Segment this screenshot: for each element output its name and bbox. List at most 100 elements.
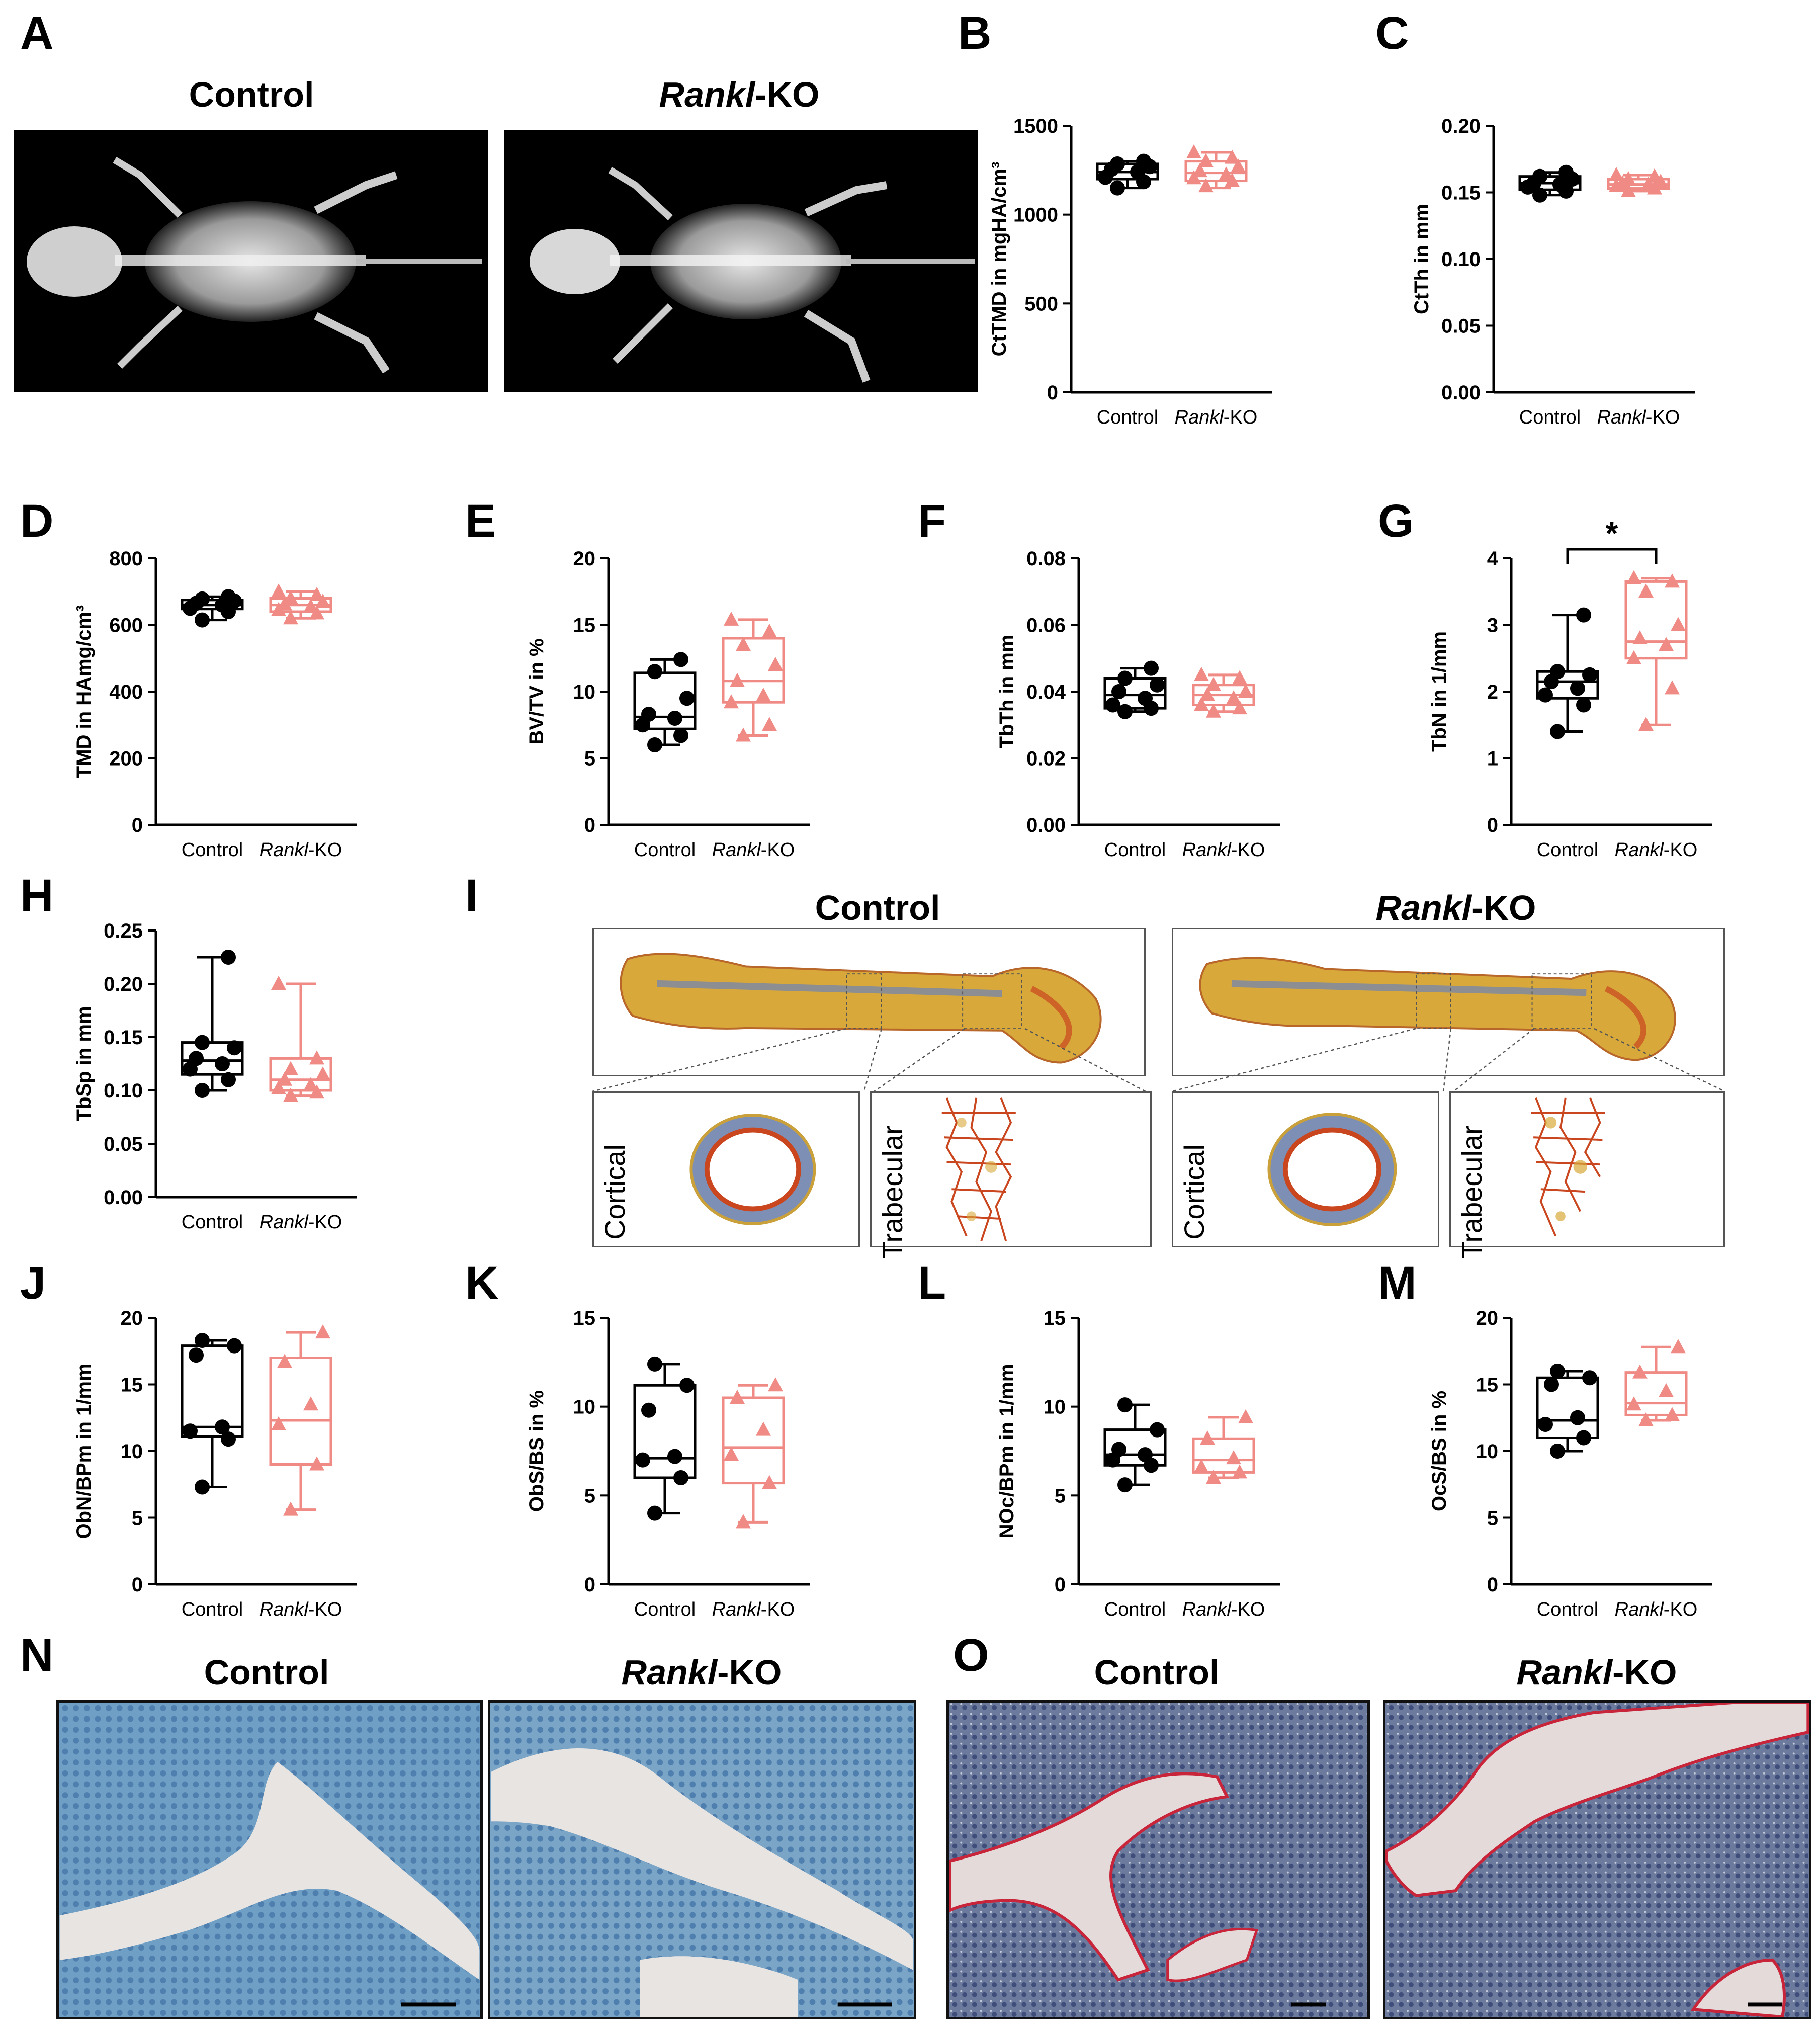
data-point	[1232, 670, 1247, 685]
y-tick-label: 15	[1476, 1374, 1499, 1396]
data-point	[271, 976, 286, 990]
x-tick-label: Rankl-KO	[1175, 407, 1258, 428]
inset-cortical-control	[592, 1091, 860, 1247]
box	[1184, 160, 1248, 183]
data-point	[195, 1083, 210, 1098]
panel-letter-e: E	[465, 495, 496, 547]
x-tick-label: Control	[1104, 839, 1166, 861]
data-point	[1532, 187, 1547, 203]
data-point	[1641, 176, 1656, 191]
y-tick-label: 5	[584, 1485, 595, 1507]
data-point	[1558, 164, 1574, 180]
box	[1536, 1376, 1599, 1439]
data-point	[189, 1051, 204, 1066]
y-tick-label: 0.05	[1441, 315, 1481, 337]
data-point	[1550, 724, 1565, 739]
data-point	[1665, 1407, 1680, 1421]
inset-label-trabecular-rankl: Trabecular	[1456, 1125, 1488, 1259]
data-point	[724, 1447, 739, 1461]
x-tick-label: Rankl-KO	[1597, 407, 1680, 428]
data-point	[762, 717, 777, 731]
panel-letter-g: G	[1378, 495, 1414, 547]
panel-letter-n: N	[20, 1630, 54, 1681]
panel-letter-l: L	[918, 1257, 946, 1309]
data-point	[673, 1470, 688, 1485]
x-tick-label: Control	[182, 1599, 243, 1620]
chart-d: 0 200 400 600 800 TMD in HAmg/cm³ Control Rankl…	[70, 543, 422, 865]
y-tick-label: 1	[1487, 748, 1498, 770]
data-point	[1552, 177, 1568, 192]
chart-svg-g: 0 1 2 3 4 TbN in 1/mm Control Rankl-KO *	[1428, 515, 1712, 861]
y-tick-label: 20	[1476, 1307, 1499, 1329]
data-point	[1186, 170, 1201, 185]
data-point	[1621, 171, 1636, 185]
data-point	[221, 950, 236, 965]
panel-letter-a: A	[20, 8, 54, 59]
data-point	[195, 591, 210, 607]
y-tick-label: 4	[1487, 548, 1499, 570]
data-point	[221, 1431, 236, 1447]
data-point	[667, 711, 682, 726]
data-point	[647, 1505, 662, 1521]
data-point	[221, 1072, 236, 1087]
y-tick-label: 0	[1487, 1574, 1498, 1596]
data-point	[1671, 617, 1686, 631]
data-point	[1206, 677, 1221, 691]
data-point	[1550, 1444, 1565, 1459]
data-point	[277, 1071, 292, 1086]
header-control-n: Control	[204, 1653, 329, 1692]
header-control-o: Control	[1094, 1653, 1220, 1692]
chart-svg-k: 0 5 10 15 ObS/BS in % Control Rankl-KO	[526, 1307, 810, 1620]
data-point	[1532, 168, 1547, 184]
y-tick-label: 0.25	[104, 920, 143, 942]
data-point	[309, 1084, 324, 1099]
y-tick-label: 0.10	[1441, 248, 1481, 271]
chart-svg-m: 0 5 10 15 20 OcS/BS in % Control Rankl-KO	[1428, 1307, 1712, 1620]
box	[269, 1357, 332, 1466]
data-point	[227, 1338, 242, 1354]
y-tick-label: 10	[1044, 1396, 1066, 1418]
header-rankl-i: Rankl-KO	[1375, 888, 1536, 927]
data-point	[283, 610, 298, 625]
data-point	[1105, 697, 1120, 713]
data-point	[1186, 144, 1201, 158]
data-point	[724, 611, 739, 626]
x-tick-label: Rankl-KO	[1615, 1599, 1698, 1620]
data-point	[1621, 183, 1636, 197]
header-rankl-o: Rankl-KO	[1516, 1653, 1677, 1692]
panel-letter-m: M	[1378, 1257, 1417, 1309]
y-axis-label: ObN/BPm in 1/mm	[73, 1364, 95, 1539]
x-tick-label: Rankl-KO	[259, 1599, 342, 1620]
data-point	[1226, 1450, 1241, 1465]
y-tick-label: 0.10	[104, 1080, 143, 1102]
data-point	[1538, 687, 1553, 703]
x-tick-label: Rankl-KO	[259, 1212, 342, 1233]
y-tick-label: 0	[584, 1574, 595, 1596]
data-point	[724, 694, 739, 709]
data-point	[283, 590, 298, 605]
y-tick-label: 0	[584, 814, 595, 836]
data-point	[1206, 703, 1221, 718]
inset-label-cortical-control: Cortical	[599, 1144, 631, 1240]
data-point	[309, 1050, 324, 1065]
data-point	[215, 1419, 230, 1435]
significance-star: *	[1606, 515, 1618, 551]
data-point	[1111, 1442, 1126, 1457]
header-rankl-n: Rankl-KO	[621, 1653, 782, 1692]
data-point	[303, 1077, 318, 1091]
chart-svg-h: 0.00 0.05 0.10 0.15 0.20 0.25 TbSp in mm Contro…	[73, 920, 357, 1233]
data-point	[736, 637, 751, 651]
box	[1624, 580, 1688, 660]
y-tick-label: 10	[573, 681, 596, 703]
y-tick-label: 10	[573, 1396, 596, 1418]
data-point	[283, 1087, 298, 1102]
y-axis-label: TbTh in mm	[996, 635, 1018, 749]
histology-image-n-control	[56, 1700, 483, 2019]
chart-b: 0 500 1000 1500 CtTMD in mgHA/cm³ Control Rank…	[986, 111, 1338, 433]
y-tick-label: 0.15	[104, 1027, 143, 1049]
data-point	[1194, 666, 1209, 681]
data-point	[1609, 167, 1624, 182]
data-point	[1138, 691, 1153, 706]
data-point	[1117, 1397, 1133, 1413]
chart-svg-c: 0.00 0.05 0.10 0.15 0.20 CtTh in mm Control Ran…	[1411, 115, 1695, 428]
